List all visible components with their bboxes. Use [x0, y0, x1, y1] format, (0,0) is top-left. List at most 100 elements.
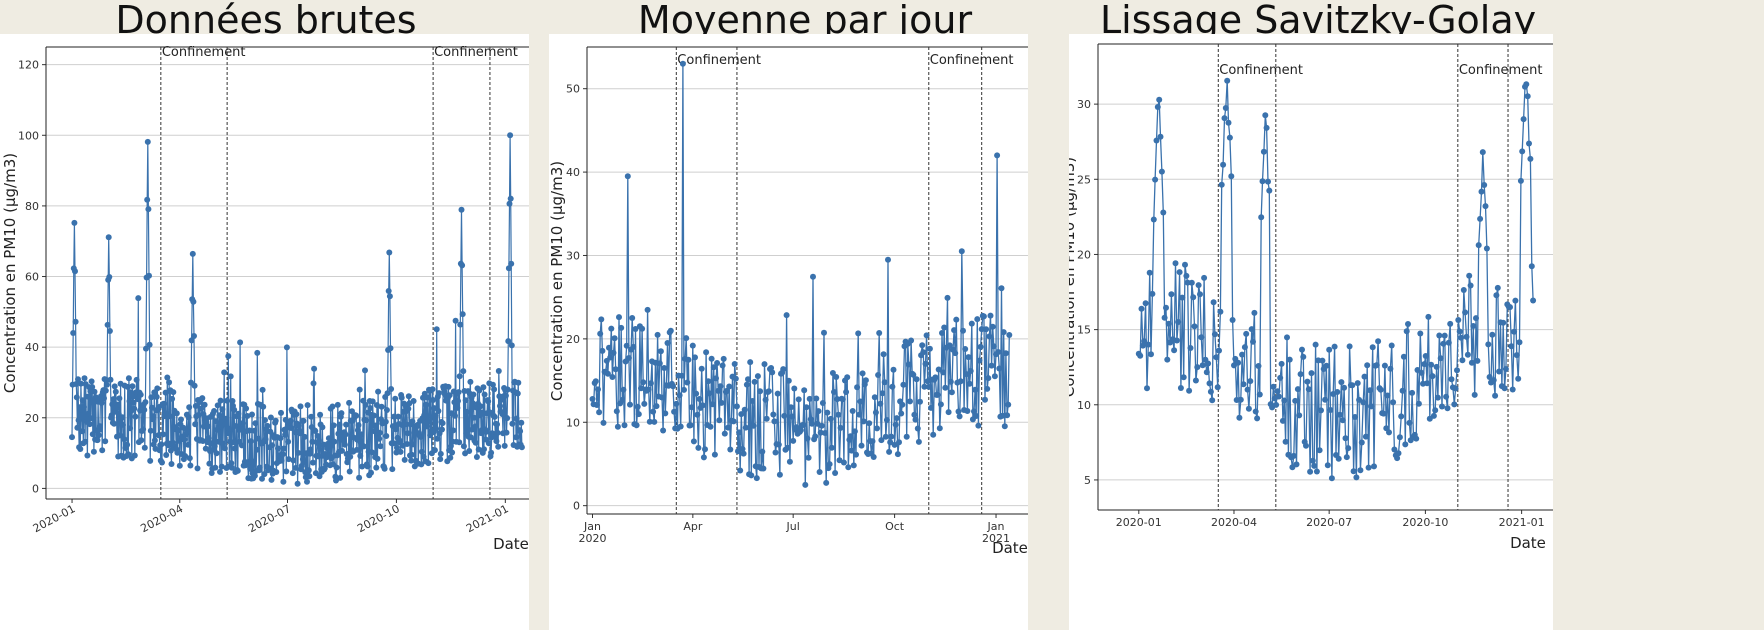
data-point: [1254, 415, 1261, 422]
data-point: [246, 427, 253, 434]
data-point: [1515, 375, 1522, 382]
data-point: [289, 470, 296, 477]
data-point: [124, 383, 131, 390]
data-point: [1433, 363, 1440, 370]
data-point: [218, 463, 225, 470]
data-point: [381, 465, 388, 472]
data-point: [1194, 364, 1201, 371]
data-point: [102, 438, 109, 445]
data-point: [1527, 155, 1534, 162]
data-point: [681, 386, 687, 393]
data-point: [1528, 263, 1535, 270]
data-point: [692, 354, 698, 361]
data-point: [775, 441, 782, 448]
data-point: [392, 426, 399, 433]
data-point: [886, 448, 893, 455]
data-point: [1248, 326, 1255, 333]
data-point: [514, 390, 521, 397]
data-point: [458, 206, 465, 213]
data-point: [238, 426, 245, 433]
y-tick-label: 100: [18, 129, 39, 142]
data-point: [175, 427, 182, 434]
data-point: [958, 248, 965, 255]
data-point: [1353, 474, 1360, 481]
data-point: [815, 408, 822, 415]
data-point: [485, 440, 492, 447]
data-point: [264, 422, 271, 429]
data-point: [1352, 414, 1358, 420]
data-point: [1311, 462, 1318, 469]
data-point: [404, 441, 411, 447]
data-point: [501, 442, 508, 449]
data-point: [1413, 435, 1420, 442]
data-point: [813, 395, 820, 402]
data-point: [256, 464, 263, 471]
data-point: [859, 370, 866, 377]
data-point: [781, 412, 788, 419]
data-point: [228, 464, 235, 471]
data-point: [1335, 455, 1342, 462]
data-point: [386, 293, 393, 300]
data-point: [646, 418, 653, 425]
y-axis-label: Concentration en PM10 (µg/m3): [1069, 157, 1078, 397]
data-point: [505, 265, 512, 272]
data-point: [1152, 176, 1159, 183]
y-tick-label: 10: [1077, 399, 1091, 412]
data-point: [1277, 374, 1284, 381]
data-point: [382, 418, 389, 425]
data-point: [721, 430, 728, 437]
data-point: [1492, 392, 1499, 399]
data-point: [1519, 148, 1526, 155]
y-tick-label: 30: [566, 249, 580, 262]
data-point: [1293, 461, 1300, 468]
data-point: [140, 426, 147, 433]
data-point: [77, 446, 84, 452]
data-point: [1500, 319, 1507, 326]
data-point: [147, 457, 154, 464]
data-point: [772, 449, 779, 456]
data-point: [1000, 329, 1007, 336]
y-tick-label: 80: [25, 200, 39, 213]
data-point: [489, 381, 496, 388]
data-point: [507, 195, 514, 202]
data-point: [641, 400, 648, 407]
data-point: [716, 417, 723, 424]
data-point: [995, 349, 1002, 355]
data-point: [162, 410, 168, 417]
data-point: [231, 406, 238, 413]
data-point: [141, 444, 148, 451]
data-point: [1316, 447, 1323, 454]
data-point: [147, 427, 154, 434]
data-point: [857, 398, 864, 405]
data-point: [611, 335, 618, 342]
data-point: [872, 409, 879, 416]
data-point: [112, 388, 119, 395]
data-point: [774, 390, 781, 397]
data-point: [1475, 242, 1482, 249]
data-point: [214, 402, 221, 409]
data-point: [267, 428, 274, 435]
data-point: [409, 418, 416, 425]
data-point: [1373, 362, 1380, 369]
data-point: [1458, 334, 1465, 341]
data-point: [114, 401, 121, 408]
data-point: [1434, 394, 1441, 401]
data-point: [1398, 413, 1405, 420]
data-point: [185, 441, 192, 448]
data-point: [1312, 341, 1319, 348]
data-point: [249, 411, 255, 418]
data-point: [77, 380, 84, 387]
data-point: [151, 437, 158, 444]
data-point: [466, 448, 473, 454]
data-point: [90, 448, 97, 455]
data-point: [710, 364, 717, 371]
data-point: [1182, 261, 1188, 268]
data-point: [217, 468, 223, 475]
data-point: [966, 380, 973, 387]
data-point: [433, 326, 440, 333]
data-point: [106, 328, 113, 334]
data-point: [1323, 362, 1330, 369]
data-point: [1456, 328, 1463, 335]
data-point: [1334, 389, 1341, 395]
data-point: [837, 424, 844, 431]
